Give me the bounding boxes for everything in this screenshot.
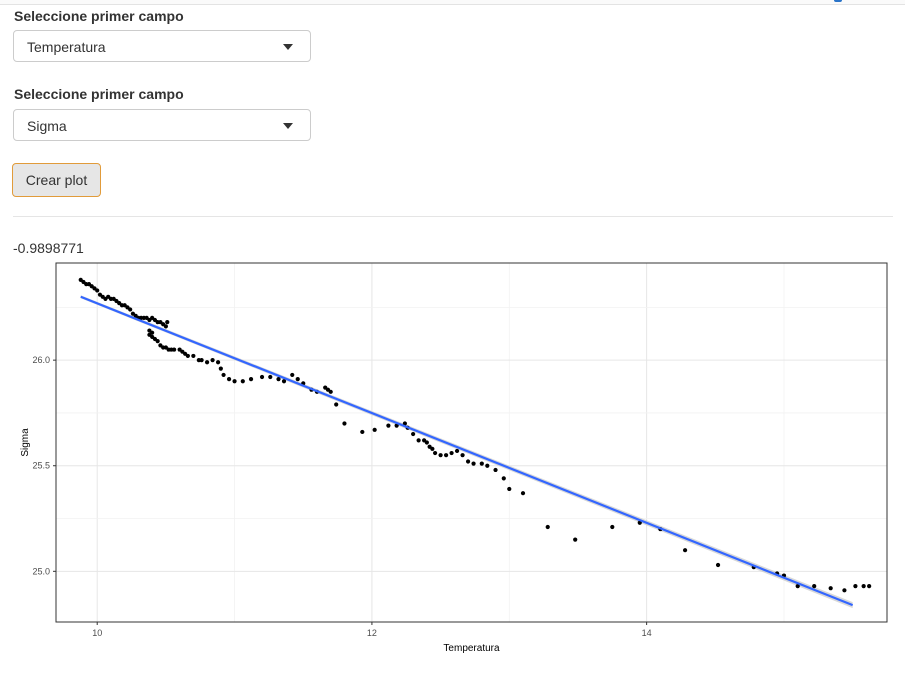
y-axis-title: Sigma (20, 428, 31, 457)
data-point (172, 347, 177, 352)
data-point (610, 524, 615, 530)
correlation-output: -0.9898771 (13, 240, 84, 256)
data-point (812, 584, 817, 589)
data-point (402, 421, 407, 426)
data-point (430, 446, 435, 451)
field2-label: Seleccione primer campo (14, 86, 184, 102)
data-point (360, 429, 365, 435)
data-point (449, 450, 454, 456)
data-point (295, 377, 300, 382)
field1-label: Seleccione primer campo (14, 8, 184, 24)
chevron-down-icon (283, 44, 293, 50)
loading-indicator (834, 0, 842, 2)
data-point (155, 339, 160, 344)
chevron-down-icon (283, 123, 293, 129)
data-point (259, 374, 265, 380)
data-point (867, 584, 872, 589)
data-point (853, 584, 858, 589)
data-point (479, 461, 484, 466)
x-axis-title: Temperatura (443, 643, 500, 654)
data-point (232, 379, 237, 384)
data-point (454, 448, 460, 454)
data-point (471, 461, 476, 466)
data-point (411, 431, 416, 437)
data-point (240, 379, 245, 384)
data-point (520, 491, 526, 496)
data-point (328, 389, 333, 394)
data-point (433, 450, 438, 456)
data-point (460, 453, 465, 458)
divider (13, 216, 893, 217)
data-point (715, 562, 721, 568)
data-point (465, 459, 471, 464)
y-tick-label: 25.5 (32, 461, 50, 471)
data-point (573, 537, 578, 542)
data-point (438, 453, 443, 458)
data-point (637, 520, 642, 525)
data-point (281, 379, 287, 384)
data-point (185, 353, 190, 359)
data-point (842, 588, 847, 593)
data-point (268, 374, 273, 380)
field1-value: Temperatura (27, 39, 106, 55)
data-point (128, 307, 133, 312)
data-point (215, 360, 221, 365)
data-point (334, 402, 339, 407)
data-point (507, 486, 512, 492)
data-point (204, 360, 210, 365)
data-point (828, 586, 833, 591)
data-point (342, 421, 347, 426)
data-point (861, 584, 866, 589)
data-point (199, 358, 204, 363)
data-point (795, 584, 800, 589)
data-point (443, 453, 449, 458)
data-point (150, 330, 155, 335)
data-point (501, 476, 506, 481)
y-tick-label: 25.0 (32, 566, 50, 576)
data-point (165, 320, 170, 325)
data-point (95, 288, 100, 293)
data-point (248, 377, 254, 382)
field2-value: Sigma (27, 118, 67, 134)
scatter-plot: 10 12 14 25.0 25.5 26.0 Temperatura Sigma (20, 262, 888, 654)
data-point (221, 372, 226, 378)
browser-top-strip (0, 0, 905, 5)
data-point (276, 377, 281, 382)
data-point (416, 438, 421, 443)
data-point (191, 353, 196, 359)
field1-select[interactable]: Temperatura (13, 30, 311, 62)
data-point (485, 463, 490, 468)
data-point (226, 377, 232, 382)
data-point (218, 366, 223, 371)
field2-select[interactable]: Sigma (13, 109, 311, 141)
data-point (372, 427, 377, 432)
data-point (163, 324, 168, 329)
plot-border (55, 262, 888, 623)
x-tick-label: 12 (367, 628, 377, 638)
data-point (545, 524, 550, 530)
regression-line (80, 295, 854, 607)
data-point (493, 467, 498, 473)
data-point (682, 548, 688, 553)
data-point (386, 423, 391, 428)
create-plot-button[interactable]: Crear plot (12, 163, 101, 197)
y-tick-label: 26.0 (32, 355, 50, 365)
data-point (290, 372, 295, 378)
data-point (424, 440, 429, 445)
data-point (210, 358, 215, 363)
x-tick-label: 10 (92, 628, 102, 638)
x-tick-label: 14 (642, 628, 652, 638)
